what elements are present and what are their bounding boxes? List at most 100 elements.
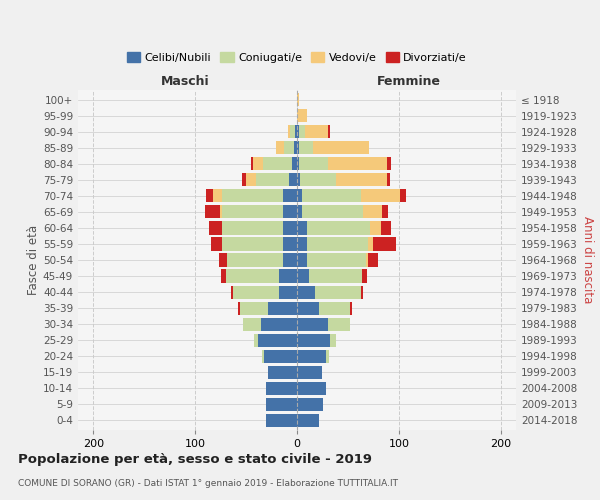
Bar [299, 141, 313, 154]
Bar [278, 270, 297, 282]
Bar [263, 157, 292, 170]
Bar [275, 141, 284, 154]
Bar [297, 414, 319, 427]
Bar [262, 350, 265, 363]
Bar [266, 398, 297, 411]
Bar [297, 173, 300, 186]
Bar [297, 157, 299, 170]
Bar [302, 206, 363, 218]
Bar [292, 157, 297, 170]
Bar [297, 286, 316, 298]
Bar [350, 302, 352, 314]
Bar [220, 206, 221, 218]
Bar [297, 302, 319, 314]
Bar [297, 238, 307, 250]
Bar [283, 206, 297, 218]
Bar [226, 270, 278, 282]
Bar [254, 334, 258, 347]
Bar [221, 238, 283, 250]
Bar [386, 173, 389, 186]
Bar [336, 173, 386, 186]
Bar [211, 238, 221, 250]
Bar [400, 190, 406, 202]
Text: COMUNE DI SORANO (GR) - Dati ISTAT 1° gennaio 2019 - Elaborazione TUTTITALIA.IT: COMUNE DI SORANO (GR) - Dati ISTAT 1° ge… [18, 479, 398, 488]
Bar [297, 109, 307, 122]
Bar [362, 270, 367, 282]
Bar [283, 190, 297, 202]
Bar [221, 206, 283, 218]
Bar [242, 173, 246, 186]
Bar [361, 286, 363, 298]
Y-axis label: Fasce di età: Fasce di età [27, 225, 40, 295]
Bar [266, 414, 297, 427]
Bar [297, 334, 329, 347]
Bar [368, 238, 373, 250]
Bar [382, 206, 388, 218]
Bar [289, 173, 297, 186]
Bar [214, 190, 221, 202]
Bar [329, 334, 336, 347]
Bar [307, 222, 370, 234]
Bar [309, 270, 362, 282]
Bar [268, 302, 297, 314]
Bar [256, 173, 289, 186]
Bar [290, 125, 295, 138]
Bar [370, 222, 380, 234]
Bar [283, 254, 297, 266]
Bar [313, 141, 370, 154]
Bar [265, 350, 297, 363]
Bar [297, 398, 323, 411]
Text: Femmine: Femmine [377, 76, 441, 88]
Bar [221, 190, 283, 202]
Bar [268, 366, 297, 379]
Bar [231, 286, 233, 298]
Text: Popolazione per età, sesso e stato civile - 2019: Popolazione per età, sesso e stato civil… [18, 452, 372, 466]
Bar [246, 173, 256, 186]
Bar [307, 254, 366, 266]
Bar [319, 302, 350, 314]
Bar [297, 350, 326, 363]
Bar [297, 366, 322, 379]
Bar [262, 318, 297, 330]
Bar [316, 286, 361, 298]
Bar [297, 93, 299, 106]
Bar [305, 125, 328, 138]
Bar [299, 125, 305, 138]
Bar [366, 254, 368, 266]
Bar [266, 382, 297, 395]
Bar [386, 157, 391, 170]
Bar [221, 270, 226, 282]
Bar [297, 125, 299, 138]
Bar [240, 302, 268, 314]
Bar [206, 190, 214, 202]
Bar [299, 157, 328, 170]
Bar [368, 254, 379, 266]
Bar [297, 141, 299, 154]
Bar [243, 318, 262, 330]
Bar [251, 157, 253, 170]
Bar [253, 157, 263, 170]
Bar [373, 238, 396, 250]
Bar [295, 125, 297, 138]
Bar [380, 222, 391, 234]
Bar [307, 238, 368, 250]
Bar [363, 206, 382, 218]
Bar [238, 302, 240, 314]
Bar [328, 157, 386, 170]
Bar [297, 382, 326, 395]
Text: Maschi: Maschi [161, 76, 209, 88]
Bar [300, 173, 336, 186]
Bar [283, 238, 297, 250]
Bar [218, 254, 227, 266]
Bar [258, 334, 297, 347]
Bar [297, 222, 307, 234]
Bar [297, 254, 307, 266]
Bar [209, 222, 221, 234]
Bar [297, 206, 302, 218]
Bar [278, 286, 297, 298]
Bar [221, 222, 283, 234]
Bar [297, 318, 328, 330]
Bar [328, 125, 329, 138]
Bar [297, 270, 309, 282]
Bar [283, 222, 297, 234]
